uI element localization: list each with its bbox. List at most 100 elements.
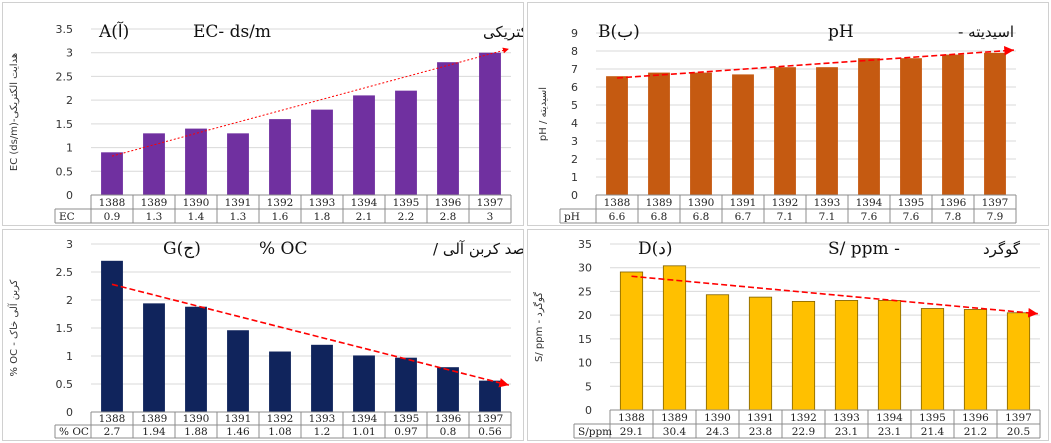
bar-1395 [920, 308, 945, 411]
bar-1388 [619, 271, 644, 411]
bar-1392 [774, 67, 796, 195]
bar-1391 [227, 330, 249, 412]
x-tick-label: 1388 [99, 413, 126, 425]
data-label: 7.6 [861, 211, 878, 223]
x-tick-label: 1395 [393, 413, 420, 425]
data-label: 1.01 [352, 426, 375, 438]
data-label: 7.8 [945, 211, 962, 223]
y-tick-label: 30 [578, 262, 592, 275]
bar-1393 [311, 344, 333, 412]
y-tick-label: 8 [571, 45, 578, 58]
y-tick-label: 2 [66, 94, 73, 107]
data-label: 6.8 [693, 211, 710, 223]
bar-1393 [816, 67, 838, 195]
x-tick-label: 1388 [604, 197, 631, 209]
bar-1393 [834, 300, 859, 411]
y-axis-label: pH / اسیدیته [538, 87, 549, 141]
data-label: 7.1 [777, 211, 794, 223]
chart-title: % OC [259, 239, 308, 259]
bar-1389 [648, 72, 670, 195]
bar-1394 [353, 355, 375, 412]
y-axis-label: % OC - کربن آلی خاک [7, 279, 20, 376]
x-tick-label: 1391 [225, 413, 252, 425]
x-tick-label: 1394 [351, 413, 378, 425]
y-tick-label: 6 [571, 81, 578, 94]
bar-1388 [101, 260, 123, 412]
x-tick-label: 1396 [962, 412, 989, 424]
data-label: 1.8 [314, 211, 331, 223]
bar-1393 [311, 109, 333, 195]
data-label: 30.4 [663, 426, 687, 438]
y-tick-label: 1 [571, 171, 578, 184]
bar-1389 [143, 303, 165, 412]
x-tick-label: 1389 [646, 197, 673, 209]
x-tick-label: 1390 [183, 197, 210, 209]
panel-label: D(د) [638, 239, 672, 259]
data-label: 1.3 [146, 211, 163, 223]
y-tick-label: 0.5 [56, 165, 74, 178]
y-tick-label: 3 [571, 135, 578, 148]
bar-1396 [942, 54, 964, 195]
y-tick-label: 0 [585, 404, 592, 417]
chart-panel-s: 0 5 10 15 20 25 30 35 S/ ppm - گوگرد S/ppm 1388 29.… [527, 229, 1049, 441]
panel-label: G(ج) [163, 239, 201, 259]
bar-1395 [900, 58, 922, 196]
x-tick-label: 1392 [772, 197, 799, 209]
panel-label: A(آ) [98, 20, 129, 42]
bar-1389 [662, 265, 687, 411]
x-tick-label: 1388 [99, 197, 126, 209]
data-label: 29.1 [620, 426, 643, 438]
y-tick-label: 2 [571, 153, 578, 166]
data-label: 1.88 [184, 426, 207, 438]
x-tick-label: 1393 [814, 197, 841, 209]
y-tick-label: 3.5 [56, 23, 74, 36]
chart-title: pH [828, 22, 854, 42]
bar-1390 [185, 128, 207, 195]
x-tick-label: 1397 [477, 413, 504, 425]
data-label: 2.2 [398, 211, 415, 223]
table-row-label: EC [59, 211, 75, 223]
data-label: 1.08 [268, 426, 291, 438]
bar-1397 [984, 52, 1006, 195]
x-tick-label: 1395 [898, 197, 925, 209]
data-label: 21.2 [964, 426, 987, 438]
x-tick-label: 1397 [477, 197, 504, 209]
y-tick-label: 25 [578, 285, 592, 298]
bar-1397 [479, 380, 501, 412]
data-label: 1.6 [272, 211, 289, 223]
x-tick-label: 1393 [833, 412, 860, 424]
x-tick-label: 1393 [309, 197, 336, 209]
trend-line [111, 47, 510, 157]
x-tick-label: 1389 [661, 412, 688, 424]
y-tick-label: 4 [571, 117, 578, 130]
y-tick-label: 15 [578, 333, 592, 346]
chart-title-fa: هدایت الکتریکی [483, 23, 523, 41]
data-label: 7.1 [819, 211, 836, 223]
bar-1396 [437, 367, 459, 412]
y-tick-label: 0 [66, 406, 73, 419]
y-tick-label: 5 [585, 380, 592, 393]
x-tick-label: 1389 [141, 413, 168, 425]
data-label: 6.7 [735, 211, 752, 223]
x-tick-label: 1397 [1005, 412, 1032, 424]
x-tick-label: 1390 [688, 197, 715, 209]
data-label: 1.94 [142, 426, 166, 438]
chart-panel-oc: 0 0.5 1 1.5 2 2.5 3 % OC - کربن آلی خاک % OC 1388… [2, 229, 524, 441]
data-label: 22.9 [792, 426, 815, 438]
y-tick-label: 0 [571, 189, 578, 202]
data-label: 3 [487, 211, 494, 223]
oc-chart: 0 0.5 1 1.5 2 2.5 3 % OC - کربن آلی خاک % OC 1388… [7, 238, 523, 439]
bar-1389 [143, 133, 165, 195]
bar-1395 [395, 357, 417, 412]
x-tick-label: 1392 [267, 413, 294, 425]
data-label: 0.9 [104, 211, 121, 223]
data-label: 2.8 [440, 211, 457, 223]
x-tick-label: 1396 [435, 413, 462, 425]
bar-1390 [705, 294, 730, 411]
bar-1388 [606, 76, 628, 195]
data-label: 21.4 [921, 426, 945, 438]
x-tick-label: 1390 [704, 412, 731, 424]
bar-1394 [858, 58, 880, 196]
trend-line [616, 45, 1014, 79]
data-label: 2.7 [104, 426, 121, 438]
